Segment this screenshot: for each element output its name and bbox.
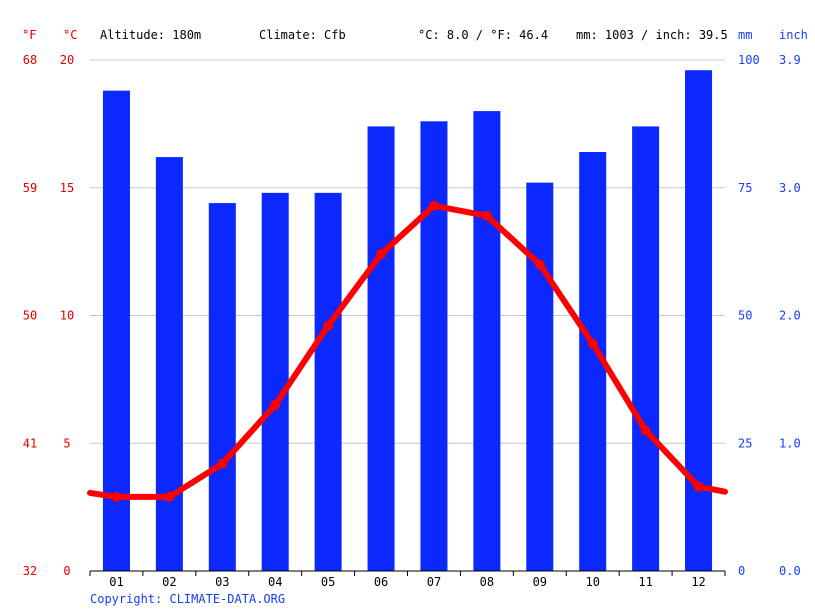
x-tick-label: 11 [638,575,652,589]
mm-unit-label: mm [738,28,753,42]
x-tick-label: 12 [691,575,705,589]
x-tick-label: 10 [585,575,599,589]
mm-tick-label: 75 [738,181,752,195]
temperature-line [87,202,728,500]
celsius-tick-label: 10 [60,309,74,323]
fahrenheit-tick-label: 32 [23,564,37,578]
temperature-point [376,249,387,260]
copyright-footer: Copyright: CLIMATE-DATA.ORG [90,592,286,606]
precipitation-bar [102,90,130,571]
precipitation-bar [632,126,660,572]
altitude-label: Altitude: 180m [100,28,202,42]
inch-tick-label: 3.9 [779,53,801,67]
celsius-tick-label: 0 [63,564,70,578]
precipitation-bar [208,203,236,571]
fahrenheit-tick-label: 41 [23,436,37,450]
temperature-point [481,210,492,221]
temperature-point [217,458,228,469]
fahrenheit-unit-label: °F [22,28,37,42]
climate-label: Climate: Cfb [259,28,346,42]
x-tick-label: 03 [215,575,229,589]
inch-tick-label: 0.0 [779,564,801,578]
x-tick-label: 04 [268,575,282,589]
fahrenheit-tick-label: 59 [23,181,37,195]
x-tick-label: 07 [427,575,441,589]
x-tick-label: 01 [109,575,123,589]
inch-tick-label: 3.0 [779,181,801,195]
temperature-point [111,491,122,502]
mm-tick-label: 25 [738,436,752,450]
temperature-point [640,425,651,436]
x-tick-label: 05 [321,575,335,589]
x-tick-label: 08 [480,575,494,589]
precipitation-bar [367,126,395,572]
temperature-point [323,320,334,331]
celsius-tick-label: 5 [63,436,70,450]
temperature-point [164,491,175,502]
celsius-tick-label: 20 [60,53,74,67]
temperature-point [534,259,545,270]
temperature-point [270,399,281,410]
inch-tick-label: 1.0 [779,436,801,450]
mm-tick-label: 50 [738,309,752,323]
mm-tick-label: 100 [738,53,760,67]
precipitation-bar [420,121,448,571]
celsius-tick-label: 15 [60,181,74,195]
precipitation-bar [261,192,289,572]
temperature-point [693,481,704,492]
precipitation-bar [155,157,183,571]
precipitation-average: mm: 1003 / inch: 39.5 [576,28,728,42]
mm-tick-label: 0 [738,564,745,578]
fahrenheit-tick-label: 68 [23,53,37,67]
temperature-point [428,200,439,211]
x-tick-label: 09 [533,575,547,589]
precipitation-bar [314,192,342,572]
precipitation-bar [473,111,501,571]
x-tick-label: 02 [162,575,176,589]
celsius-unit-label: °C [63,28,78,42]
precipitation-bar [685,70,713,571]
x-tick-label: 06 [374,575,388,589]
temperature-average: °C: 8.0 / °F: 46.4 [418,28,549,42]
temperature-point [587,338,598,349]
inch-unit-label: inch [779,28,808,42]
inch-tick-label: 2.0 [779,309,801,323]
precipitation-bar [526,182,554,571]
fahrenheit-tick-label: 50 [23,309,37,323]
